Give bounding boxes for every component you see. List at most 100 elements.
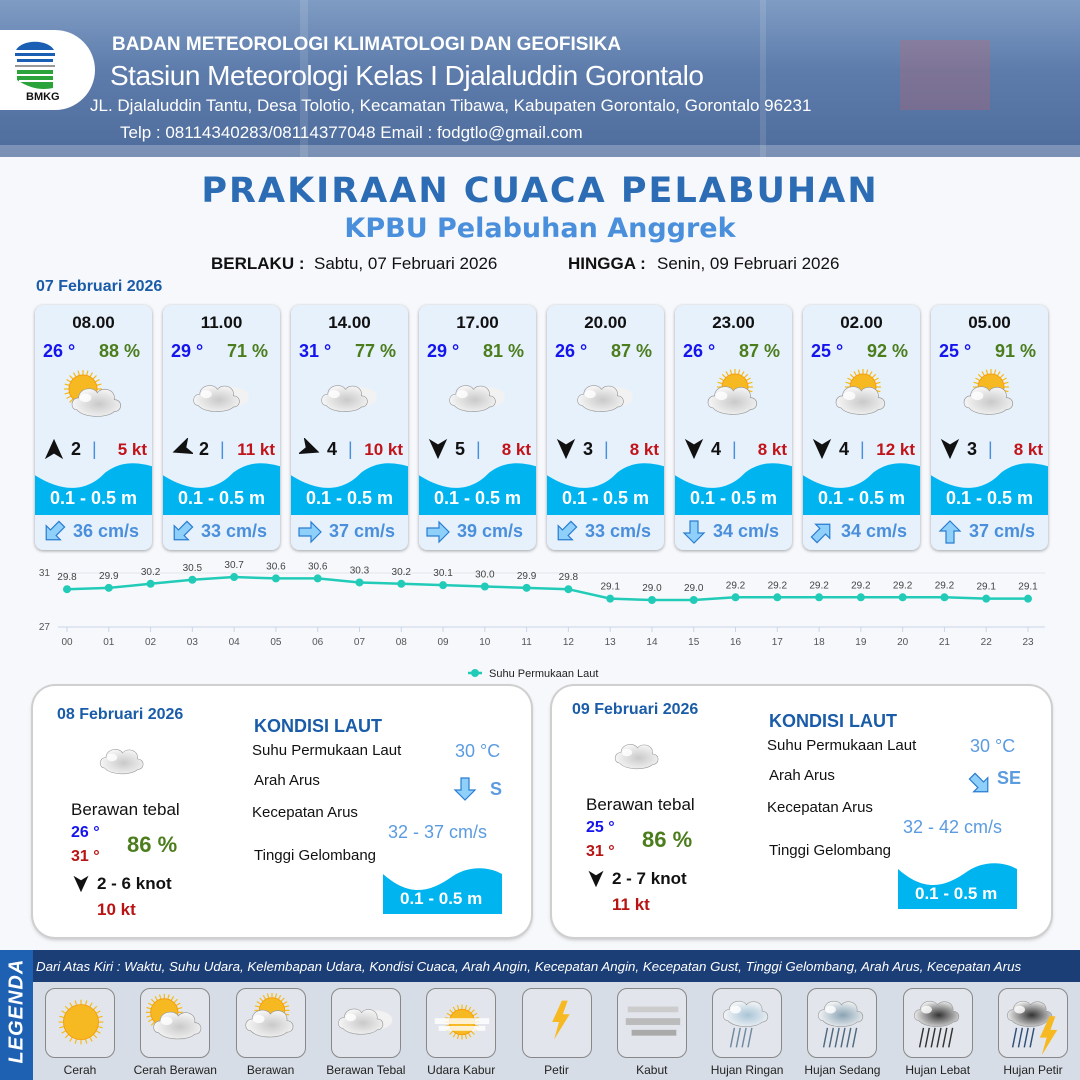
- sst-label: Suhu Permukaan Laut: [252, 742, 402, 759]
- card-time: 23.00: [712, 313, 755, 332]
- legend-label: Kabut: [636, 1063, 668, 1077]
- panel-temp-max: 31 °: [71, 848, 100, 865]
- card-temperature: 29 °: [427, 341, 460, 361]
- data-label: 29.2: [768, 580, 788, 591]
- legend-label: Hujan Lebat: [905, 1063, 971, 1077]
- card-current-speed: 34 cm/s: [841, 521, 908, 541]
- wind-arrow-icon: [812, 438, 832, 460]
- legend-item: [45, 988, 115, 1058]
- data-point[interactable]: [773, 593, 782, 602]
- berawan-tebal-weather-icon: [321, 385, 377, 412]
- wave-icon: [803, 463, 920, 515]
- legend-label: Cerah: [63, 1063, 97, 1077]
- data-point[interactable]: [397, 579, 406, 588]
- hujan-petir-icon: [1007, 1000, 1058, 1056]
- legend-item: [902, 988, 973, 1058]
- sst-value: 30 °C: [455, 741, 501, 761]
- data-point[interactable]: [313, 574, 322, 583]
- wind-arrow-icon: [44, 438, 64, 460]
- data-point[interactable]: [1024, 594, 1032, 603]
- x-tick-label: 02: [145, 637, 157, 648]
- card-time: 14.00: [328, 313, 371, 332]
- card-wave-height: 0.1 - 0.5 m: [49, 488, 138, 508]
- card-gust: 8 kt: [757, 440, 787, 459]
- hujan-sedang-icon: [818, 1000, 864, 1048]
- wave-icon: [419, 463, 536, 515]
- current-arrow-icon: [173, 520, 194, 541]
- bmkg-logo: BMKG: [0, 30, 95, 110]
- data-point[interactable]: [815, 593, 824, 602]
- sst-label: Suhu Permukaan Laut: [767, 737, 917, 754]
- card-current-speed: 33 cm/s: [201, 521, 268, 541]
- card-wave-height: 0.1 - 0.5 m: [945, 488, 1034, 508]
- card-wave-height: 0.1 - 0.5 m: [561, 488, 650, 508]
- card-time: 20.00: [584, 313, 627, 332]
- current-arrow-icon: [810, 523, 831, 544]
- data-point[interactable]: [647, 596, 656, 604]
- data-point[interactable]: [564, 585, 573, 594]
- data-label: 29.8: [559, 572, 579, 583]
- x-tick-label: 03: [187, 637, 199, 648]
- data-point[interactable]: [898, 593, 907, 602]
- data-point[interactable]: [146, 579, 155, 588]
- card-wind-speed: 2: [199, 439, 210, 459]
- data-point[interactable]: [104, 583, 113, 592]
- card-time: 17.00: [456, 313, 499, 332]
- card-gust: 5 kt: [117, 440, 147, 459]
- data-label: 29.0: [642, 583, 662, 594]
- separator: |: [732, 439, 737, 459]
- berawan-tebal-weather-icon: [614, 744, 659, 770]
- legend-item: [712, 988, 783, 1058]
- hujan-lebat-icon: [913, 1000, 959, 1048]
- data-point[interactable]: [940, 593, 949, 602]
- data-point[interactable]: [522, 583, 531, 592]
- y-tick-label: 31: [39, 568, 51, 579]
- card-current-speed: 37 cm/s: [969, 521, 1036, 541]
- data-point[interactable]: [230, 573, 239, 582]
- card-humidity: 87 %: [610, 341, 652, 361]
- x-tick-label: 19: [855, 637, 867, 648]
- x-tick-label: 06: [312, 637, 324, 648]
- data-point[interactable]: [188, 575, 197, 584]
- cerah-berawan-icon: [146, 993, 202, 1040]
- wind-arrow-icon: [428, 438, 448, 460]
- separator: |: [860, 439, 865, 459]
- data-point[interactable]: [731, 593, 740, 602]
- data-point[interactable]: [271, 574, 280, 583]
- x-tick-label: 16: [730, 637, 742, 648]
- data-point[interactable]: [689, 596, 698, 604]
- card-temperature: 25 °: [811, 341, 844, 361]
- data-point[interactable]: [355, 578, 364, 587]
- data-point[interactable]: [480, 582, 489, 591]
- data-point[interactable]: [439, 581, 448, 590]
- card-wind-speed: 3: [967, 439, 978, 459]
- wind-arrow-icon: [940, 438, 960, 460]
- data-label: 30.6: [308, 561, 328, 572]
- wave-icon: [35, 463, 152, 515]
- data-label: 29.1: [600, 582, 620, 593]
- data-point[interactable]: [982, 594, 991, 603]
- berawan-weather-icon: [835, 369, 886, 415]
- sea-title: KONDISI LAUT: [254, 716, 382, 736]
- data-point[interactable]: [606, 594, 615, 603]
- data-label: 29.1: [976, 582, 996, 593]
- forecast-card: 17.00 29 ° 81 % 5 | 8 kt 0.1 - 0.5 m 39 …: [419, 305, 536, 550]
- current-speed-label: Kecepatan Arus: [767, 799, 873, 816]
- forecast-card: 08.00 26 ° 88 % 2 | 5 kt 0.1 - 0.5 m 36 …: [35, 305, 152, 550]
- current-arrow-icon: [426, 520, 450, 544]
- x-tick-label: 21: [939, 637, 951, 648]
- forecast-card: 23.00 26 ° 87 % 4 | 8 kt 0.1 - 0.5 m 34 …: [675, 305, 792, 550]
- current-arrow-icon: [45, 520, 66, 541]
- card-wind-speed: 4: [711, 439, 722, 459]
- x-tick-label: 08: [396, 637, 408, 648]
- data-point[interactable]: [63, 585, 71, 594]
- wind-arrow-icon: [172, 436, 195, 455]
- card-gust: 8 kt: [629, 440, 659, 459]
- legend-label[interactable]: Suhu Permukaan Laut: [489, 668, 598, 680]
- data-point[interactable]: [856, 593, 865, 602]
- station-contact: Telp : 08114340283/08114377048 Email : f…: [120, 123, 583, 142]
- berawan-tebal-icon: [337, 1008, 393, 1035]
- wave-height-label: Tinggi Gelombang: [254, 847, 377, 864]
- berawan-weather-icon: [963, 369, 1014, 415]
- petir-icon: [551, 1000, 570, 1040]
